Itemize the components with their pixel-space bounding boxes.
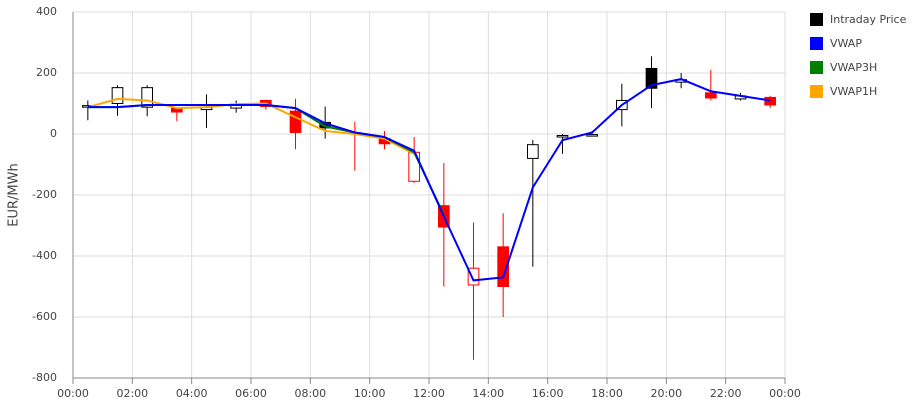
x-tick-label: 14:00 <box>472 387 504 400</box>
x-tick-label: 00:00 <box>57 387 89 400</box>
x-tick-label: 00:00 <box>769 387 801 400</box>
x-tick-label: 22:00 <box>710 387 742 400</box>
candle-body <box>704 92 717 99</box>
legend-label: VWAP <box>830 37 862 50</box>
y-tick-label: -600 <box>32 310 57 323</box>
y-axis-label: EUR/MWh <box>7 163 22 226</box>
y-tick-label: -400 <box>32 249 57 262</box>
candle-body <box>141 87 154 108</box>
candle-body <box>526 144 539 159</box>
candle-body <box>586 134 599 137</box>
x-tick-label: 10:00 <box>354 387 386 400</box>
legend-label: VWAP1H <box>830 85 877 98</box>
legend-swatch <box>810 85 823 98</box>
candle-body <box>764 96 777 106</box>
x-tick-label: 06:00 <box>235 387 267 400</box>
candle-body <box>467 267 480 286</box>
x-tick-label: 08:00 <box>294 387 326 400</box>
y-tick-label: 0 <box>50 127 57 140</box>
candle-body <box>111 87 124 104</box>
legend-swatch <box>810 37 823 50</box>
candle-body <box>645 67 658 89</box>
legend-swatch <box>810 13 823 26</box>
line-series <box>87 78 771 282</box>
x-tick-label: 16:00 <box>532 387 564 400</box>
y-tick-label: -200 <box>32 188 57 201</box>
line-series <box>87 97 415 155</box>
y-tick-label: -800 <box>32 371 57 384</box>
candle-body <box>289 110 302 133</box>
x-tick-label: 18:00 <box>591 387 623 400</box>
legend-swatch <box>810 61 823 74</box>
y-tick-label: 200 <box>36 66 57 79</box>
x-tick-label: 04:00 <box>176 387 208 400</box>
x-tick-label: 20:00 <box>650 387 682 400</box>
legend-label: Intraday Price <box>830 13 907 26</box>
candle-body <box>497 246 510 288</box>
x-tick-label: 02:00 <box>116 387 148 400</box>
x-tick-label: 12:00 <box>413 387 445 400</box>
line-series <box>87 104 445 216</box>
candle-body <box>556 135 569 138</box>
y-tick-label: 400 <box>36 5 57 18</box>
legend-label: VWAP3H <box>830 61 877 74</box>
